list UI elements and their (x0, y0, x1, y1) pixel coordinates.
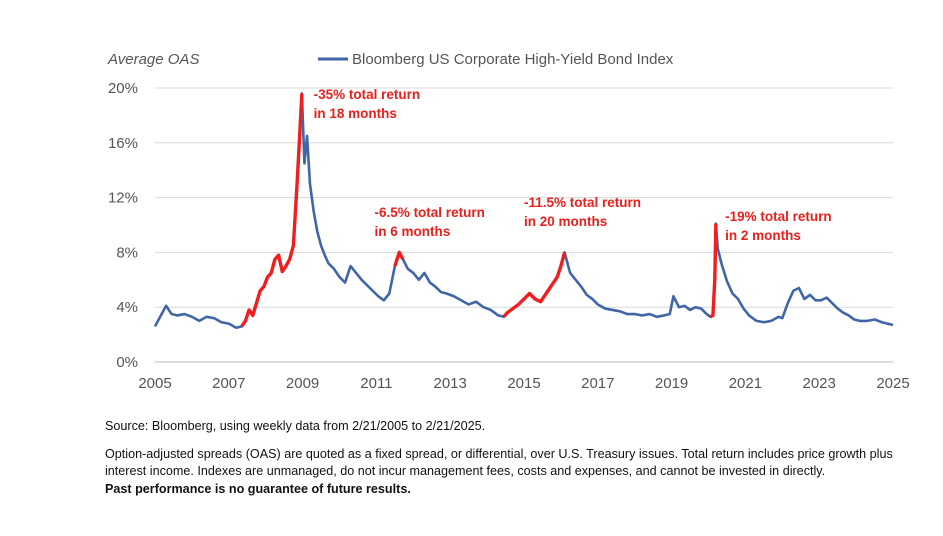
source-note: Source: Bloomberg, using weekly data fro… (105, 419, 486, 433)
highlight-segment (502, 251, 567, 318)
highlight-segment (393, 250, 405, 267)
y-tick-label: 16% (108, 135, 138, 152)
x-tick-label: 2009 (286, 375, 319, 392)
x-tick-label: 2007 (212, 375, 245, 392)
gridlines (155, 87, 893, 363)
x-tick-label: 2011 (360, 375, 392, 392)
highlight-segment (240, 93, 304, 328)
legend-label: Bloomberg US Corporate High-Yield Bond I… (352, 51, 674, 68)
axes: 0% 4% 8% 12% 16% 20% 2005 2007 2009 2011 2013 2015 2… (108, 80, 910, 392)
annotation-line: in 18 months (314, 106, 397, 121)
y-axis-label: Average OAS (107, 51, 199, 68)
return-annotation: -6.5% total return in 6 months (375, 205, 485, 239)
description-note: Option-adjusted spreads (OAS) are quoted… (105, 446, 915, 499)
annotations: -35% total return in 18 months -6.5% total… (314, 87, 832, 243)
legend: Bloomberg US Corporate High-Yield Bond I… (318, 51, 674, 68)
return-annotation: -35% total return in 18 months (314, 87, 421, 121)
y-tick-label: 4% (116, 299, 138, 316)
x-tick-label: 2015 (507, 375, 540, 392)
y-tick-label: 12% (108, 190, 138, 207)
return-annotation: -19% total return in 2 months (725, 209, 832, 243)
chart-notes: Source: Bloomberg, using weekly data fro… (105, 418, 915, 498)
x-tick-label: 2017 (581, 375, 614, 392)
x-tick-label: 2021 (729, 375, 762, 392)
annotation-line: in 2 months (725, 228, 801, 243)
y-tick-label: 8% (116, 244, 138, 261)
y-tick-label: 0% (116, 354, 138, 371)
x-tick-label: 2005 (138, 375, 171, 392)
description-text: Option-adjusted spreads (OAS) are quoted… (105, 446, 893, 479)
y-tick-label: 20% (108, 80, 138, 97)
annotation-line: -35% total return (314, 87, 421, 102)
annotation-line: -19% total return (725, 209, 832, 224)
oas-line-chart: 0% 4% 8% 12% 16% 20% 2005 2007 2009 2011 2013 2015 2… (107, 51, 910, 392)
x-tick-label: 2023 (803, 375, 836, 392)
highlight-segment (709, 223, 718, 319)
x-tick-label: 2019 (655, 375, 688, 392)
series-layer (153, 92, 894, 330)
annotation-line: -6.5% total return (375, 205, 485, 220)
disclaimer-text: Past performance is no guarantee of futu… (105, 481, 411, 496)
annotation-line: in 6 months (375, 224, 451, 239)
annotation-line: -11.5% total return (524, 195, 641, 210)
x-tick-label: 2013 (434, 375, 467, 392)
annotation-line: in 20 months (524, 214, 607, 229)
x-tick-label: 2025 (876, 375, 909, 392)
return-annotation: -11.5% total return in 20 months (524, 195, 641, 229)
